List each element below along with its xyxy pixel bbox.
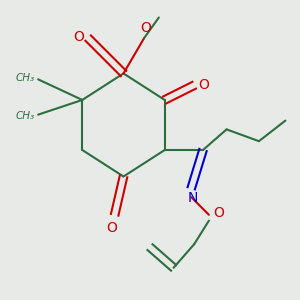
Text: CH₃: CH₃ — [16, 111, 35, 121]
Text: N: N — [188, 191, 198, 205]
Text: O: O — [199, 78, 209, 92]
Text: O: O — [140, 21, 151, 35]
Text: O: O — [106, 221, 117, 235]
Text: CH₃: CH₃ — [16, 73, 35, 83]
Text: O: O — [73, 30, 84, 44]
Text: O: O — [213, 206, 224, 220]
